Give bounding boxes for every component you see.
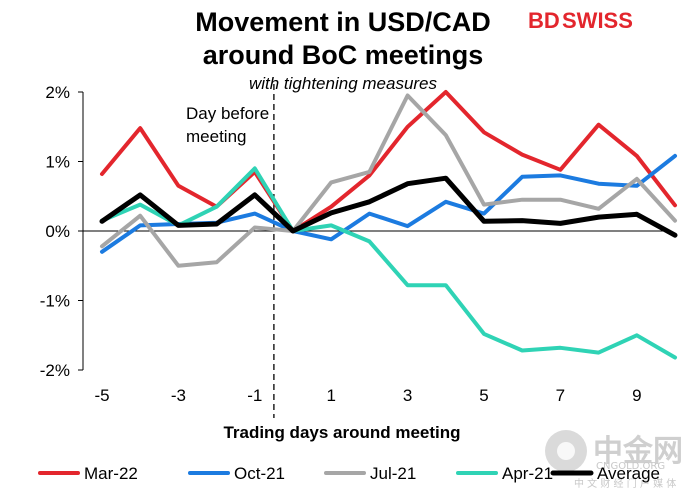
brand-logo: BD SWISS — [528, 8, 633, 33]
y-axis-ticks: -2% -1% 0% 1% 2% — [40, 83, 83, 380]
x-tick-label: -1 — [247, 386, 262, 405]
y-tick-label: -2% — [40, 361, 70, 380]
brand-logo-part1: BD — [528, 8, 560, 33]
series-line-apr-21 — [100, 166, 677, 360]
brand-logo-part2: SWISS — [562, 8, 633, 33]
x-tick-label: 7 — [556, 386, 565, 405]
watermark-url: CNGOLD.ORG — [596, 461, 665, 472]
legend: Mar-22 Oct-21 Jul-21 Apr-21 Average — [38, 464, 660, 483]
series-line-oct-21 — [100, 153, 677, 254]
x-tick-label: 9 — [632, 386, 641, 405]
series-group — [99, 90, 678, 360]
annotation-line1: Day before — [186, 104, 269, 123]
y-tick-label: 1% — [45, 153, 70, 172]
x-tick-label: 5 — [479, 386, 488, 405]
legend-label-mar-22: Mar-22 — [84, 464, 138, 483]
x-tick-label: 1 — [326, 386, 335, 405]
watermark-subtext: 中 文 财 经 门 户 媒 体 — [574, 477, 676, 490]
x-tick-label: 3 — [403, 386, 412, 405]
x-tick-label: -5 — [94, 386, 109, 405]
watermark-text: 中金网 — [593, 434, 683, 469]
x-axis-ticks: -5 -3 -1 1 3 5 7 9 — [94, 386, 641, 405]
legend-label-apr-21: Apr-21 — [502, 464, 553, 483]
legend-label-jul-21: Jul-21 — [370, 464, 416, 483]
y-tick-label: -1% — [40, 292, 70, 311]
x-axis-title: Trading days around meeting — [223, 423, 460, 442]
watermark: 中金网 CNGOLD.ORG 中 文 财 经 门 户 媒 体 — [545, 430, 683, 490]
y-tick-label: 2% — [45, 83, 70, 102]
annotation-line2: meeting — [186, 127, 246, 146]
chart-title-line2: around BoC meetings — [203, 40, 484, 70]
chart-subtitle: with tightening measures — [249, 74, 438, 93]
x-tick-label: -3 — [171, 386, 186, 405]
series-line-average — [99, 175, 678, 238]
series-line-mar-22 — [100, 90, 677, 233]
y-tick-label: 0% — [45, 222, 70, 241]
chart-title-line1: Movement in USD/CAD — [195, 7, 491, 37]
legend-label-oct-21: Oct-21 — [234, 464, 285, 483]
legend-label-average: Average — [597, 464, 660, 483]
series-line-jul-21 — [100, 93, 677, 268]
